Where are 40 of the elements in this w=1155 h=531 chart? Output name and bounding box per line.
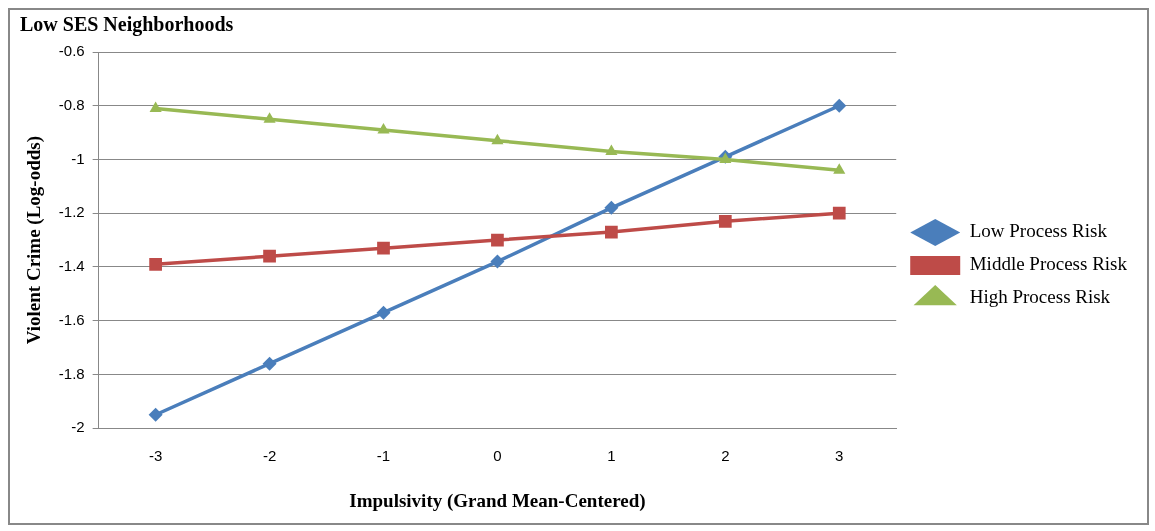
point [377,241,390,255]
point [149,257,162,271]
point [262,356,277,371]
x-axis-title: Impulsivity (Grand Mean-Centered) [349,489,646,512]
y-tick-label: -1 [71,149,85,167]
legend-label: Middle Process Risk [969,253,1128,275]
y-tick-label: -2 [71,418,85,436]
point [604,200,619,215]
y-tick-label: -0.8 [58,95,85,113]
y-tick-label: -0.6 [58,42,85,60]
point [490,254,505,269]
y-axis-title: Violent Crime (Log-odds) [23,135,46,345]
x-tick-label: -1 [376,447,391,465]
point [149,101,162,112]
point [605,144,618,155]
x-tick-label: -3 [148,447,163,465]
legend-label: High Process Risk [969,286,1111,308]
point [833,163,846,174]
point [491,233,504,247]
y-tick-label: -1.4 [58,257,85,275]
x-tick-label: 0 [493,447,502,465]
point [377,122,390,134]
point [718,214,732,228]
legend-label: Low Process Risk [969,220,1108,242]
x-tick-label: -2 [262,447,277,465]
x-tick-label: 1 [607,447,616,465]
point [148,407,163,422]
y-tick-label: -1.2 [58,203,85,221]
point [832,206,846,220]
chart-title: Low SES Neighborhoods [20,13,234,37]
y-tick-label: -1.6 [58,310,85,328]
point [491,133,504,145]
point [263,112,276,123]
point [832,98,847,113]
x-tick-label: 2 [721,447,730,465]
point [263,249,276,263]
point [376,305,391,320]
point [605,225,618,239]
y-tick-label: -1.8 [58,364,85,382]
x-tick-label: 3 [835,447,844,465]
